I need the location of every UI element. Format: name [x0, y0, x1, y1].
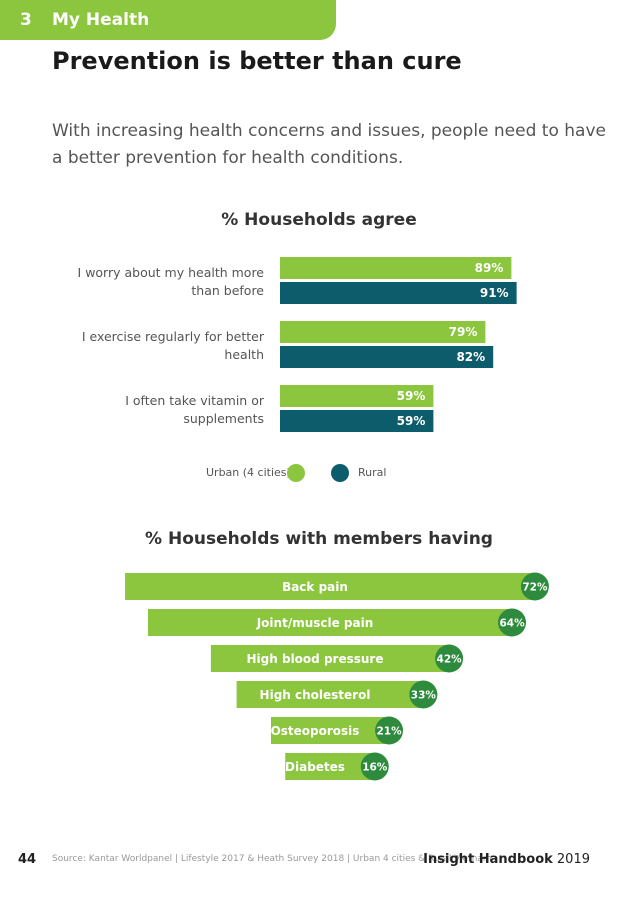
funnel-bar	[270, 717, 392, 744]
value-badge	[520, 572, 549, 601]
category-label: I often take vitamin or	[125, 393, 265, 408]
chart1-legend: Urban (4 cities) Rural	[0, 462, 638, 484]
category-label: I exercise regularly for better	[82, 329, 265, 344]
bar-urban	[280, 321, 486, 343]
category-label: than before	[191, 283, 264, 298]
value-badge-label: 72%	[522, 582, 548, 594]
bar-value-label: 82%	[456, 350, 485, 364]
value-badge	[409, 680, 438, 709]
value-badge-label: 33%	[411, 690, 437, 702]
bar-value-label: 91%	[480, 286, 509, 300]
page-number: 44	[18, 852, 37, 867]
chart2-title: % Households with members having	[145, 529, 493, 549]
legend-rural-label: Rural	[358, 466, 387, 479]
value-badge-label: 21%	[376, 726, 402, 738]
value-badge	[375, 716, 404, 745]
funnel-bar	[210, 645, 452, 672]
funnel-category-label: Osteoporosis	[271, 724, 360, 738]
category-label: health	[224, 347, 264, 362]
section-title: My Health	[52, 10, 150, 30]
funnel-category-label: High blood pressure	[247, 652, 384, 666]
section-tab: 3 My Health	[0, 0, 336, 40]
brand: Insight Handbook 2019	[423, 852, 590, 867]
bar-urban	[280, 257, 512, 279]
households-conditions-chart: Back pain 72% Joint/muscle pain 64% High blo…	[125, 572, 549, 781]
source-note: Source: Kantar Worldpanel | Lifestyle 20…	[52, 854, 492, 864]
households-agree-chart: I worry about my health more than before 8…	[78, 257, 517, 432]
value-badge-label: 16%	[362, 762, 388, 774]
funnel-category-label: High cholesterol	[260, 688, 371, 702]
intro-text: With increasing health concerns and issu…	[52, 121, 606, 168]
bar-value-label: 59%	[397, 414, 426, 428]
section-number: 3	[20, 10, 32, 30]
value-badge-label: 64%	[499, 618, 525, 630]
funnel-bar	[147, 609, 515, 636]
bar-urban	[280, 385, 434, 407]
page-title: Prevention is better than cure	[52, 47, 462, 75]
bar-value-label: 59%	[397, 389, 426, 403]
value-badge-label: 42%	[437, 654, 463, 666]
chart1-title: % Households agree	[221, 210, 417, 230]
bar-rural	[280, 410, 434, 432]
funnel-category-label: Joint/muscle pain	[256, 616, 374, 630]
bar-rural	[280, 282, 517, 304]
funnel-bar	[236, 681, 426, 708]
value-badge	[435, 644, 464, 673]
legend-urban-swatch	[287, 464, 305, 482]
bar-value-label: 79%	[449, 325, 478, 339]
funnel-bar	[125, 573, 537, 600]
category-label: I worry about my health more	[78, 265, 265, 280]
legend-urban-label: Urban (4 cities)	[206, 466, 291, 479]
brand-year: 2019	[552, 852, 590, 867]
bar-rural	[280, 346, 494, 368]
value-badge	[498, 608, 527, 637]
bar-value-label: 89%	[475, 261, 504, 275]
legend-rural-swatch	[331, 464, 349, 482]
funnel-category-label: Back pain	[282, 580, 348, 594]
brand-name: Insight Handbook	[423, 852, 553, 867]
category-label: supplements	[183, 411, 264, 426]
value-badge	[360, 752, 389, 781]
footer: 44 Source: Kantar Worldpanel | Lifestyle…	[0, 852, 638, 872]
funnel-category-label: Diabetes	[285, 760, 345, 774]
